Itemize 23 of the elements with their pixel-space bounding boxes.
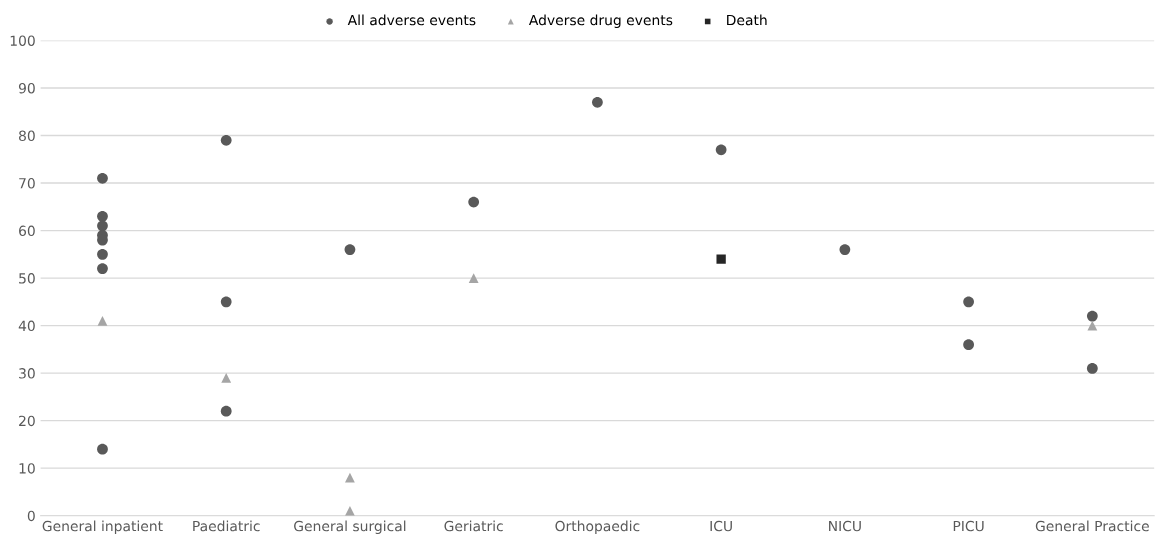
x-tick-label: Geriatric: [444, 520, 503, 532]
y-tick-label: 20: [19, 415, 35, 427]
x-tick-label: PICU: [953, 520, 984, 532]
legend-label: Adverse drug events: [528, 14, 673, 28]
y-tick-label: 90: [18, 82, 35, 94]
x-tick-label: General surgical: [294, 520, 406, 534]
y-tick-label: 60: [19, 225, 35, 237]
legend-label: All adverse events: [347, 14, 476, 26]
y-tick-label: 100: [10, 35, 35, 46]
x-tick-label: Paediatric: [193, 520, 260, 532]
legend-label: Death: [727, 14, 767, 26]
y-tick-label: 0: [27, 510, 35, 522]
y-tick-label: 50: [19, 273, 35, 284]
y-tick-label: 30: [19, 368, 35, 379]
y-tick-label: 40: [18, 320, 35, 332]
x-tick-label: ICU: [710, 520, 732, 532]
y-tick-label: 70: [19, 178, 35, 189]
x-tick-label: General Practice: [1035, 520, 1149, 532]
x-tick-label: General inpatient: [42, 520, 163, 534]
y-tick-label: 80: [19, 130, 35, 142]
x-tick-label: Orthopaedic: [555, 520, 640, 534]
y-tick-label: 10: [19, 463, 35, 474]
x-tick-label: NICU: [829, 520, 861, 532]
